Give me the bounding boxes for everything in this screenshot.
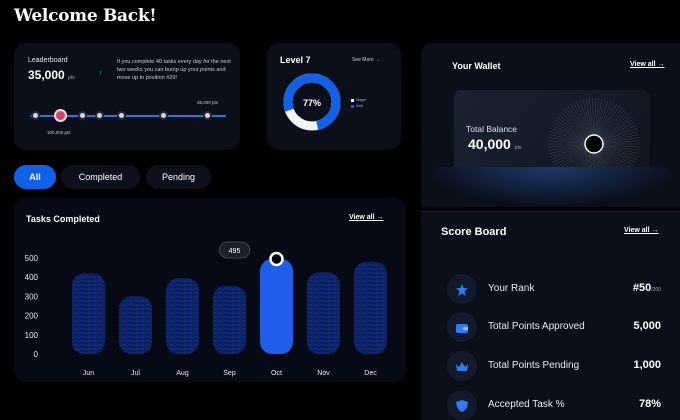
leaderboard-points: 35,000 pts — [28, 68, 75, 82]
y-tick-label: 200 — [25, 312, 39, 321]
tasks-completed-card: Tasks Completed View all → 0 100 200 300 400… — [14, 198, 406, 382]
total-balance-value: 40,000 pts — [468, 136, 522, 152]
y-tick-label: 400 — [25, 273, 39, 282]
wallet-card: Your Wallet View all → Total Balance 40,… — [421, 43, 680, 207]
page-title: Welcome Back! — [14, 6, 157, 26]
x-tick-label: Jun — [83, 370, 94, 377]
tasks-view-all-link[interactable]: View all → — [349, 214, 384, 221]
leaderboard-node-current — [54, 109, 67, 122]
y-tick-label: 500 — [25, 254, 39, 263]
bar-oct[interactable] — [260, 258, 293, 354]
level-legend: Wager Sold — [351, 97, 366, 109]
y-tick-label: 0 — [34, 350, 39, 359]
score-row-approved: Total Points Approved 5,000 — [447, 312, 679, 342]
score-board-title: Score Board — [441, 226, 507, 238]
highlight-marker — [269, 251, 284, 267]
x-tick-label: Dec — [364, 370, 377, 377]
crown-icon — [447, 351, 477, 381]
x-tick-label: Aug — [176, 370, 189, 377]
filter-completed-button[interactable]: Completed — [61, 165, 140, 189]
score-row-accepted: Accepted Task % 78% — [447, 390, 679, 420]
leaderboard-node — [95, 111, 104, 120]
wallet-glow — [421, 167, 680, 207]
leaderboard-label: Leaderboard — [28, 57, 68, 64]
bar-texture — [354, 261, 387, 354]
balance-panel: Total Balance 40,000 pts — [454, 90, 650, 174]
leaderboard-node — [203, 111, 212, 120]
leaderboard-node — [31, 111, 40, 120]
tasks-title: Tasks Completed — [26, 214, 100, 224]
track-left-label: 100,000 pts — [47, 130, 71, 135]
level-progress-arc — [283, 73, 341, 131]
leaderboard-node — [117, 111, 126, 120]
total-balance-label: Total Balance — [466, 124, 518, 134]
bar-texture — [307, 272, 340, 354]
wallet-title: Your Wallet — [452, 61, 501, 71]
score-board-card: Score Board View all → Your Rank #50/200… — [421, 211, 680, 420]
level-donut — [283, 73, 341, 131]
leaderboard-card: Leaderboard 35,000 pts ↑ If you complete… — [14, 43, 240, 150]
score-row-pending: Total Points Pending 1,000 — [447, 351, 679, 381]
trend-up-icon: ↑ — [99, 70, 103, 77]
shield-icon — [447, 390, 477, 420]
filter-all-button[interactable]: All — [14, 165, 56, 189]
tooltip-box — [219, 241, 250, 259]
x-tick-label: Oct — [271, 370, 282, 377]
star-icon — [447, 274, 477, 304]
filter-pending-button[interactable]: Pending — [146, 165, 211, 189]
x-tick-label: Nov — [317, 370, 330, 377]
wallet-icon — [447, 312, 477, 342]
y-tick-label: 300 — [25, 292, 39, 301]
x-tick-label: Sep — [223, 370, 236, 377]
level-percent: 77% — [302, 98, 321, 108]
bar-texture — [166, 278, 199, 354]
leaderboard-description: If you complete 40 tasks every day for t… — [117, 59, 231, 81]
wallet-view-all-link[interactable]: View all → — [630, 61, 665, 68]
x-tick-label: Jul — [131, 370, 140, 377]
tooltip-value: 495 — [229, 248, 241, 255]
bar-texture — [119, 296, 152, 354]
tasks-bar-chart: 0 100 200 300 400 500 Jun Jul Aug Sep Oct 495 Nov Dec — [25, 241, 387, 377]
score-row-rank: Your Rank #50/200 — [447, 274, 679, 304]
score-view-all-link[interactable]: View all → — [624, 227, 659, 234]
see-more-link[interactable]: See More → — [352, 57, 381, 63]
track-right-label: 35,000 pts — [197, 100, 219, 105]
level-title: Level 7 — [280, 55, 311, 65]
leaderboard-node — [159, 111, 168, 120]
leaderboard-track — [30, 115, 226, 117]
leaderboard-node — [78, 111, 87, 120]
y-tick-label: 100 — [25, 331, 39, 340]
bar-texture — [72, 273, 105, 354]
level-card: Level 7 See More → 77% Wager Sold — [267, 43, 401, 150]
arrow-right-icon: → — [375, 57, 381, 63]
bar-texture — [213, 285, 246, 354]
